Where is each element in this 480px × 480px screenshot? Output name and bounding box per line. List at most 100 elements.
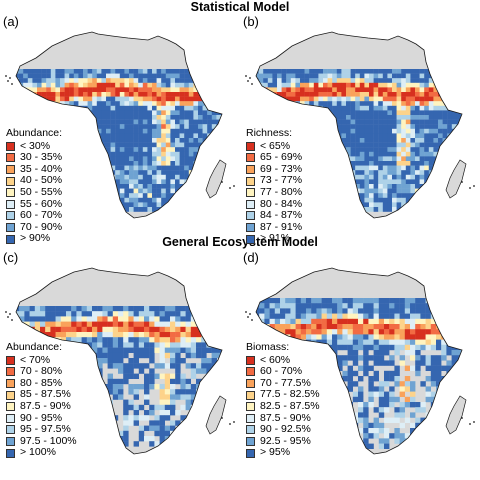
map-cell <box>396 105 402 111</box>
map-cell <box>142 128 148 134</box>
map-cell <box>87 174 93 180</box>
map-cell <box>129 73 134 79</box>
map-cell <box>180 425 186 431</box>
map-cell <box>461 142 462 148</box>
island <box>473 185 475 187</box>
map-cell <box>147 202 153 208</box>
map-cell <box>222 426 227 431</box>
map-cell <box>332 298 338 304</box>
map-cell <box>185 342 191 348</box>
map-cell <box>69 82 74 88</box>
map-cell <box>45 326 51 333</box>
map-cell <box>384 350 390 356</box>
map-cell <box>382 115 388 120</box>
map-cell <box>309 133 314 139</box>
map-cell <box>346 184 351 189</box>
map-cell <box>373 428 379 434</box>
map-cell <box>97 399 103 405</box>
map-cell <box>92 404 98 411</box>
map-cell <box>321 350 327 356</box>
map-cell <box>144 389 150 395</box>
map-cell <box>216 69 222 74</box>
map-cell <box>438 170 443 175</box>
map-cell <box>106 110 111 116</box>
legend-entry: 77.5 - 82.5% <box>246 389 320 401</box>
map-cell <box>101 197 107 203</box>
map-cell <box>405 142 411 148</box>
map-cell <box>263 92 268 97</box>
map-cell <box>394 313 400 319</box>
map-cell <box>341 87 347 93</box>
map-cell <box>258 87 264 93</box>
map-cell <box>451 308 457 314</box>
map-cell <box>170 337 176 343</box>
map-cell <box>332 110 337 116</box>
map-cell <box>392 184 397 189</box>
map-cell <box>258 115 264 120</box>
map-cell <box>336 207 342 212</box>
map-cell <box>350 87 356 93</box>
map-cell <box>424 101 429 106</box>
map-cell <box>401 202 406 208</box>
map-cell <box>198 202 203 208</box>
map-cell <box>170 394 176 400</box>
map-cell <box>364 73 370 79</box>
map-cell <box>73 188 79 194</box>
map-cell <box>78 197 84 203</box>
map-cell <box>466 120 471 125</box>
legend-swatch <box>6 199 15 209</box>
map-cell <box>355 174 360 180</box>
map-cell <box>290 78 296 83</box>
map-cell <box>415 407 421 413</box>
map-cell <box>23 78 28 83</box>
map-cell <box>355 115 360 120</box>
map-cell <box>112 378 119 385</box>
map-cell <box>263 69 268 74</box>
map-cell <box>313 73 319 79</box>
map-cell <box>185 311 191 317</box>
map-cell <box>256 110 259 116</box>
map-cell <box>107 311 113 317</box>
map-cell <box>97 404 103 411</box>
map-cell <box>424 174 429 180</box>
map-cell <box>106 128 111 134</box>
map-cell <box>352 412 359 418</box>
map-cell <box>318 202 324 208</box>
map-cell <box>92 101 97 106</box>
map-cell <box>97 384 103 390</box>
map-cell <box>129 179 134 185</box>
map-cell <box>50 73 56 79</box>
map-cell <box>102 321 108 327</box>
map-cell <box>86 436 93 442</box>
map-cell <box>378 170 383 175</box>
map-cell <box>304 138 310 143</box>
map-cell <box>133 202 139 208</box>
map-cell <box>142 133 148 139</box>
map-cell <box>264 298 270 304</box>
map-cell <box>447 73 452 79</box>
map-cell <box>156 96 162 102</box>
map-cell <box>112 363 119 369</box>
map-cell <box>87 170 93 175</box>
map-cell <box>309 82 314 88</box>
map-cell <box>410 92 416 97</box>
map-cell <box>396 161 402 166</box>
map-cell <box>321 386 327 392</box>
map-cell <box>101 73 107 79</box>
map-cell <box>211 105 217 111</box>
map-cell <box>133 128 139 134</box>
map-cell <box>175 347 181 353</box>
map-cell <box>41 105 47 111</box>
map-cell <box>152 115 157 120</box>
map-cell <box>364 82 370 88</box>
map-cell <box>129 96 134 102</box>
map-cell <box>147 193 153 198</box>
map-cell <box>133 105 139 111</box>
map-cell <box>410 165 416 171</box>
map-cell <box>355 87 360 93</box>
map-cell <box>161 69 166 74</box>
map-cell <box>318 82 324 88</box>
map-cell <box>41 119 47 125</box>
map-cell <box>142 147 148 152</box>
map-cell <box>313 161 319 166</box>
